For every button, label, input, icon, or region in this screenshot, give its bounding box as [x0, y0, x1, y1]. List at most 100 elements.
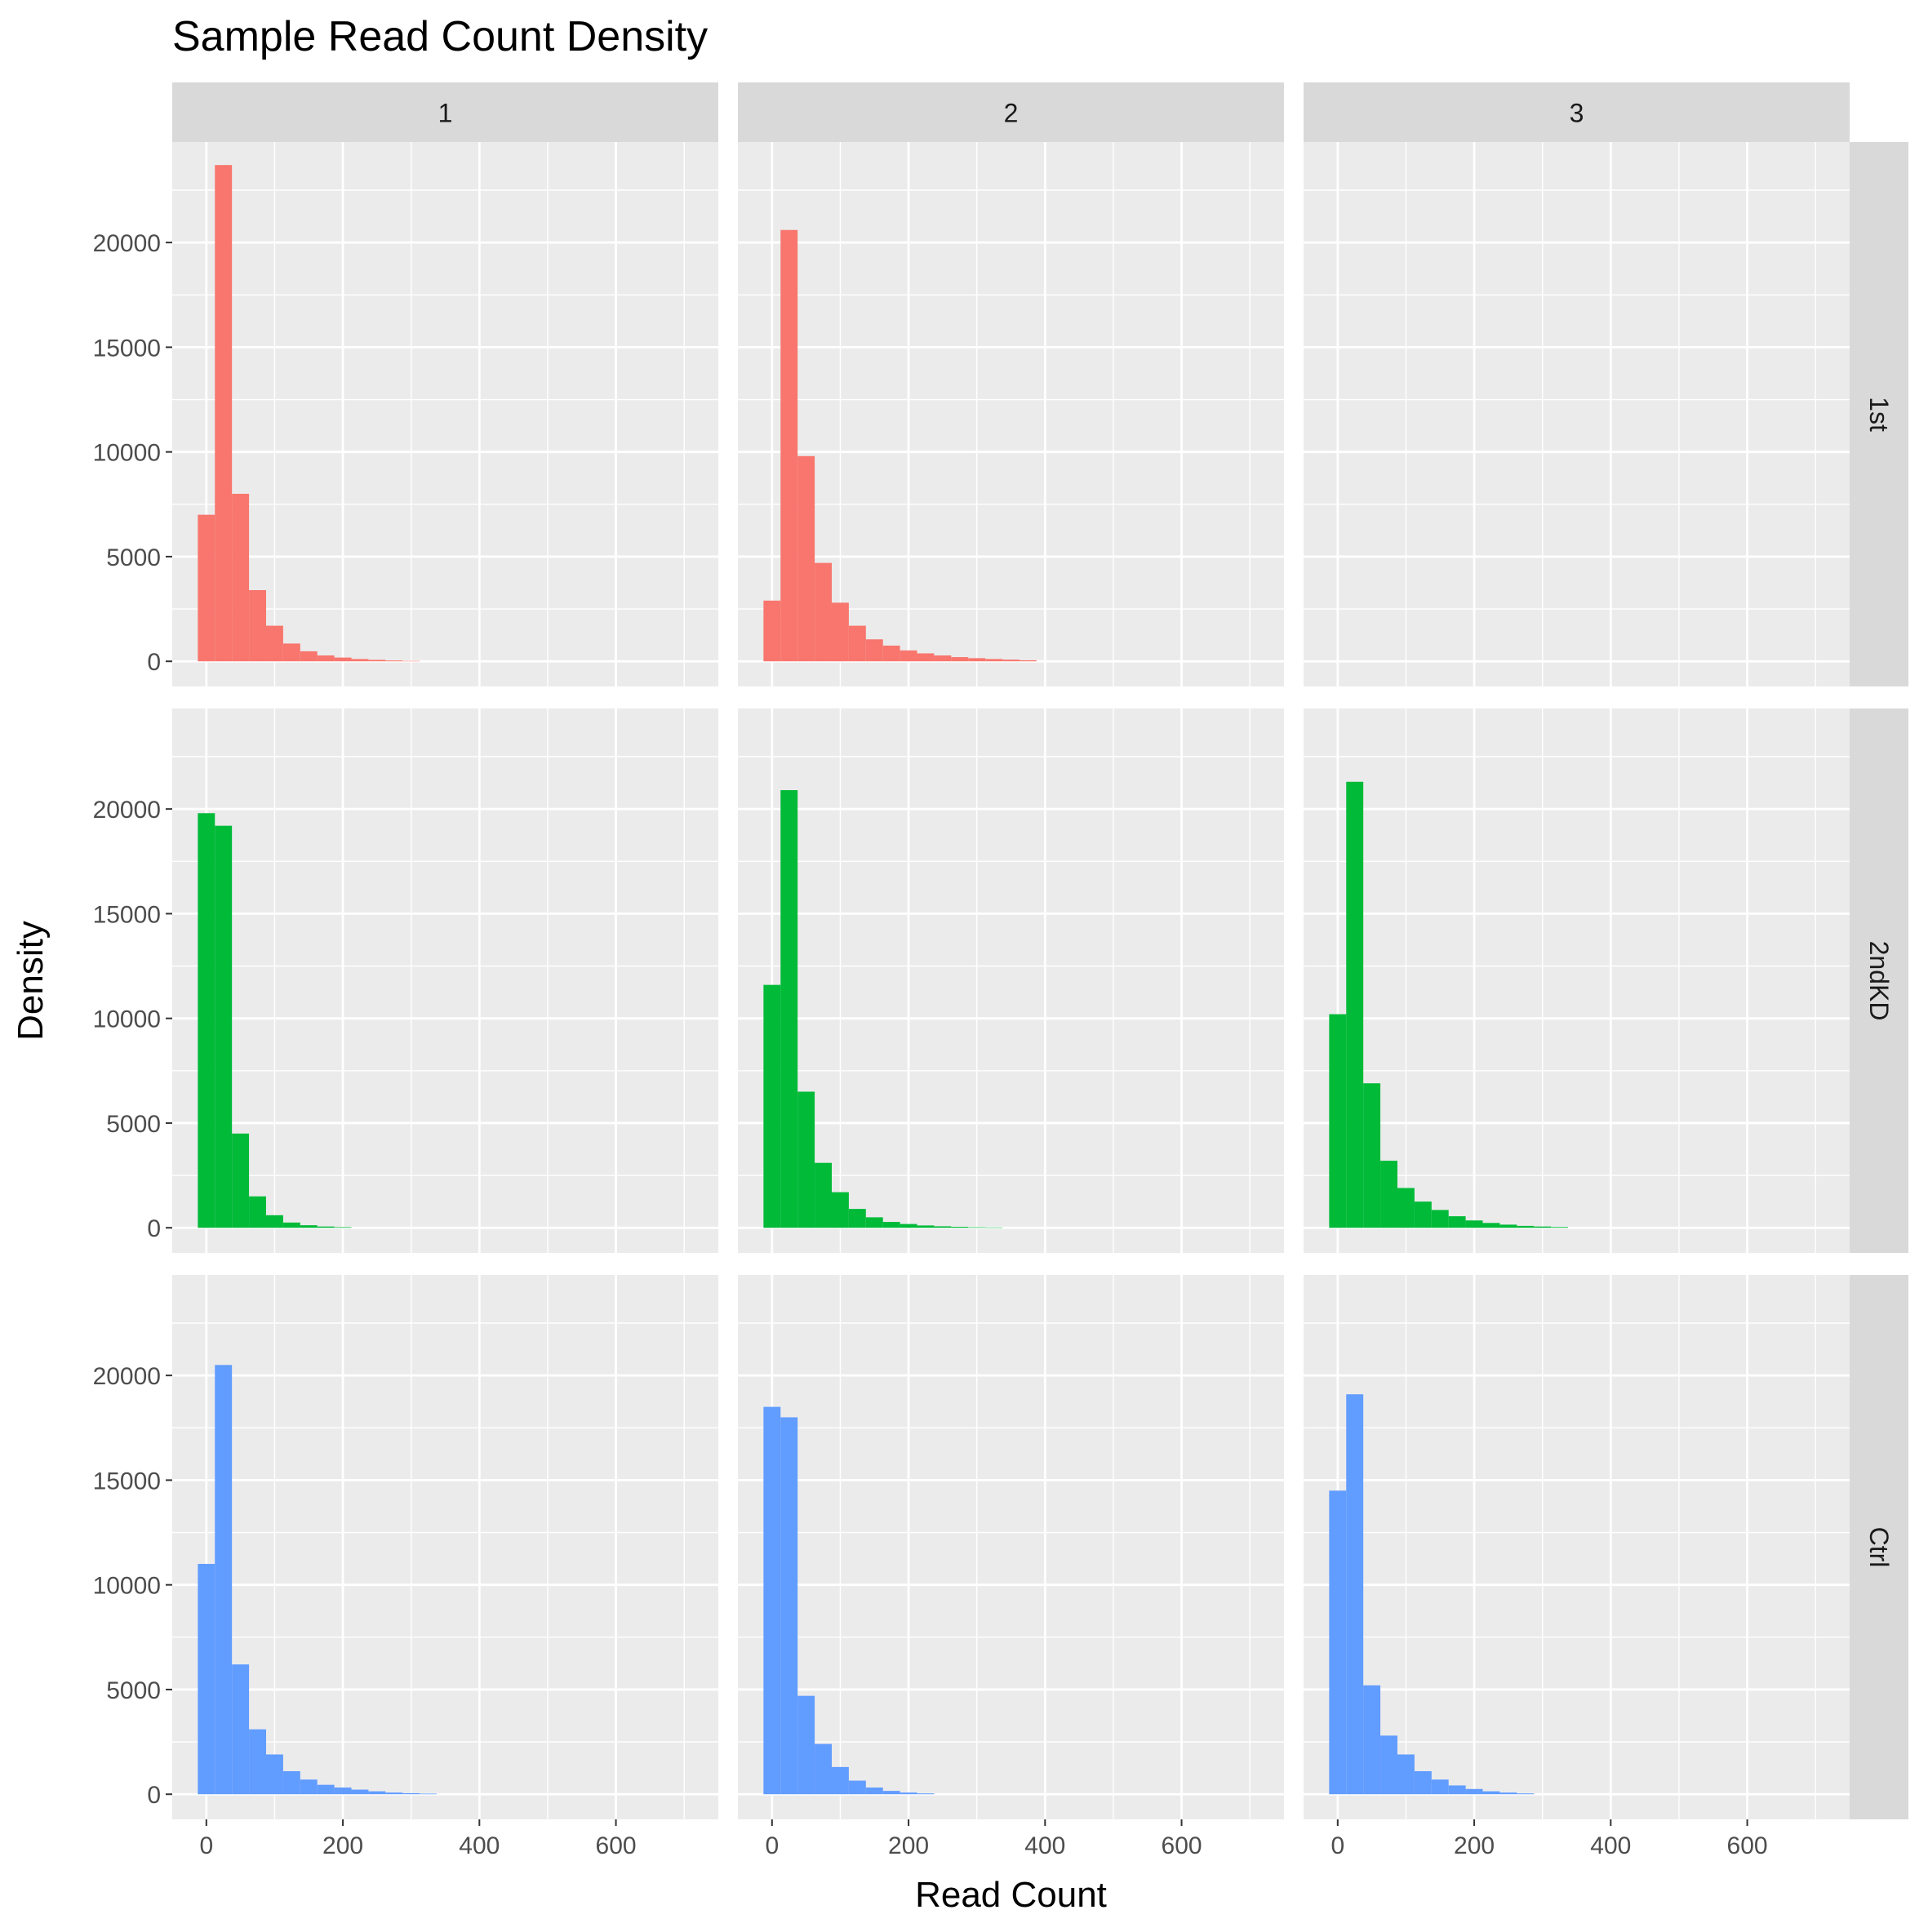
- x-tick-label: 600: [1162, 1832, 1202, 1859]
- facet-strip-row-label: 1st: [1864, 397, 1894, 432]
- histogram-bar: [831, 1192, 849, 1228]
- histogram-bar: [1329, 1014, 1347, 1228]
- histogram-bar: [1448, 1216, 1466, 1228]
- histogram-bar: [831, 602, 849, 662]
- y-tick-label: 0: [147, 649, 161, 676]
- y-tick-label: 15000: [93, 1468, 161, 1495]
- y-tick-label: 10000: [93, 1006, 161, 1033]
- panel-background: [738, 1275, 1284, 1819]
- histogram-bar: [951, 657, 969, 662]
- x-tick-label: 600: [1727, 1832, 1768, 1859]
- panel-2ndkd-1: [172, 708, 718, 1253]
- histogram-bar: [1534, 1226, 1552, 1228]
- histogram-bar: [1465, 1788, 1483, 1795]
- y-tick-label: 0: [147, 1215, 161, 1242]
- histogram-bar: [865, 639, 883, 662]
- x-tick-label: 200: [1454, 1832, 1495, 1859]
- histogram-bar: [317, 1784, 335, 1795]
- facet-strip-col-label: 3: [1570, 99, 1584, 128]
- histogram-bar: [815, 562, 832, 662]
- panel-background: [1304, 142, 1850, 686]
- histogram-bar: [1465, 1220, 1483, 1228]
- panel-1st-3: [1304, 142, 1850, 686]
- histogram-bar: [985, 659, 1003, 662]
- y-tick-label: 0: [147, 1782, 161, 1809]
- histogram-bar: [420, 1793, 438, 1795]
- histogram-bar: [249, 1196, 266, 1228]
- histogram-bar: [249, 589, 266, 662]
- histogram-bar: [198, 514, 215, 662]
- histogram-bar: [1431, 1210, 1449, 1228]
- histogram-bar: [797, 1091, 815, 1228]
- histogram-bar: [198, 813, 215, 1228]
- histogram-bar: [763, 984, 781, 1228]
- histogram-bar: [249, 1729, 266, 1795]
- facet-strip-col-3: [1304, 82, 1850, 142]
- panel-ctrl-3: [1304, 1275, 1850, 1819]
- histogram-bar: [351, 659, 369, 662]
- histogram-bar: [1363, 1083, 1381, 1228]
- histogram-bar: [917, 653, 935, 662]
- y-tick-label: 20000: [93, 230, 161, 257]
- histogram-bar: [265, 1215, 283, 1228]
- histogram-bar: [385, 1792, 403, 1795]
- panel-ctrl-2: [738, 1275, 1284, 1819]
- histogram-bar: [1397, 1754, 1415, 1795]
- histogram-bar: [282, 1222, 300, 1228]
- histogram-bar: [917, 1793, 935, 1795]
- histogram-bar: [317, 1226, 335, 1228]
- facet-strip-col-2: [738, 82, 1284, 142]
- histogram-bar: [797, 1695, 815, 1795]
- x-tick-label: 0: [1330, 1832, 1344, 1859]
- y-tick-label: 15000: [93, 335, 161, 362]
- histogram-bar: [1329, 1490, 1347, 1795]
- histogram-bar: [848, 1780, 866, 1795]
- y-tick-label: 10000: [93, 1573, 161, 1600]
- histogram-bar: [351, 1789, 369, 1795]
- histogram-bar: [317, 655, 335, 662]
- y-tick-label: 5000: [106, 1111, 161, 1138]
- histogram-bar: [282, 1770, 300, 1795]
- x-tick-label: 600: [596, 1832, 637, 1859]
- histogram-bar: [1346, 1394, 1364, 1795]
- histogram-bar: [198, 1564, 215, 1795]
- histogram-bar: [232, 1133, 250, 1228]
- chart-title: Sample Read Count Density: [172, 13, 708, 60]
- facet-strip-col-label: 2: [1004, 99, 1019, 128]
- histogram-bar: [215, 825, 233, 1228]
- histogram-bar: [402, 660, 420, 662]
- histogram-bar: [763, 600, 781, 662]
- histogram-bar: [282, 643, 300, 662]
- histogram-bar: [865, 1217, 883, 1228]
- histogram-bar: [865, 1788, 883, 1795]
- x-tick-label: 400: [1590, 1832, 1631, 1859]
- panel-2ndkd-2: [738, 708, 1284, 1253]
- histogram-bar: [1346, 781, 1364, 1228]
- x-tick-label: 0: [765, 1832, 779, 1859]
- histogram-bar: [215, 1365, 233, 1795]
- histogram-bar: [334, 657, 352, 662]
- x-tick-label: 200: [888, 1832, 929, 1859]
- histogram-bar: [1414, 1201, 1432, 1228]
- x-tick-label: 0: [199, 1832, 213, 1859]
- histogram-bar: [265, 1754, 283, 1795]
- panel-ctrl-1: [172, 1275, 718, 1819]
- histogram-bar: [1517, 1793, 1535, 1795]
- histogram-bar: [1397, 1188, 1415, 1228]
- facet-strip-row-1st: [1850, 142, 1908, 686]
- histogram-bar: [934, 1226, 952, 1228]
- histogram-bar: [917, 1225, 935, 1228]
- facet-strip-row-ctrl: [1850, 1275, 1908, 1819]
- histogram-bar: [968, 658, 986, 662]
- x-tick-label: 400: [1024, 1832, 1065, 1859]
- histogram-bar: [780, 790, 798, 1228]
- histogram-bar: [831, 1766, 849, 1795]
- histogram-bar: [780, 1417, 798, 1795]
- panels-layer: 1 2 31st2ndKDCtrl0500010000150002000005000…: [93, 82, 1908, 1859]
- panel-background: [738, 708, 1284, 1253]
- histogram-bar: [848, 625, 866, 662]
- histogram-bar: [300, 651, 318, 662]
- panel-1st-2: [738, 142, 1284, 686]
- y-tick-label: 10000: [93, 440, 161, 467]
- histogram-bar: [951, 1227, 969, 1228]
